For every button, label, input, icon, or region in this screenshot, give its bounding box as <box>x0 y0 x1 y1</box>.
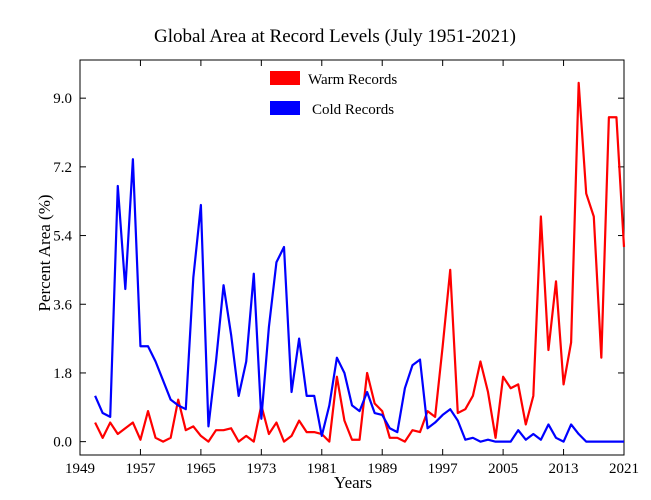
legend-swatch <box>270 101 300 115</box>
series-layer <box>94 81 626 443</box>
y-tick-label: 7.2 <box>53 160 72 176</box>
legend: Warm Records Cold Records <box>270 71 397 118</box>
x-axis: 1949 1957 1965 1973 1981 1989 1997 2005 2013 2021 <box>65 60 639 477</box>
legend-swatch <box>270 71 300 85</box>
x-tick-label: 1997 <box>428 461 459 477</box>
y-axis-label: Percent Area (%) <box>35 194 54 311</box>
y-tick-label: 9.0 <box>53 91 72 107</box>
y-tick-label: 5.4 <box>53 229 72 245</box>
chart-title: Global Area at Record Levels (July 1951-… <box>154 26 516 47</box>
x-tick-label: 2013 <box>549 461 579 477</box>
series-line-warm-records <box>94 81 626 443</box>
x-tick-label: 2005 <box>488 461 518 477</box>
x-tick-label: 1965 <box>186 461 216 477</box>
x-tick-label: 2021 <box>609 461 639 477</box>
legend-label: Cold Records <box>312 102 394 118</box>
series-line-cold-records <box>94 158 624 443</box>
x-tick-label: 1949 <box>65 461 95 477</box>
plot-frame <box>79 59 625 456</box>
x-axis-label: Years <box>334 473 372 492</box>
x-tick-label: 1973 <box>246 461 276 477</box>
y-axis: 0.0 1.8 3.6 5.4 7.2 9.0 <box>53 91 624 451</box>
x-tick-label: 1989 <box>367 461 397 477</box>
y-tick-label: 3.6 <box>53 297 72 313</box>
legend-label: Warm Records <box>308 72 397 88</box>
y-tick-label: 0.0 <box>53 435 72 451</box>
x-tick-label: 1981 <box>307 461 337 477</box>
y-tick-label: 1.8 <box>53 366 72 382</box>
x-tick-label: 1957 <box>125 461 156 477</box>
